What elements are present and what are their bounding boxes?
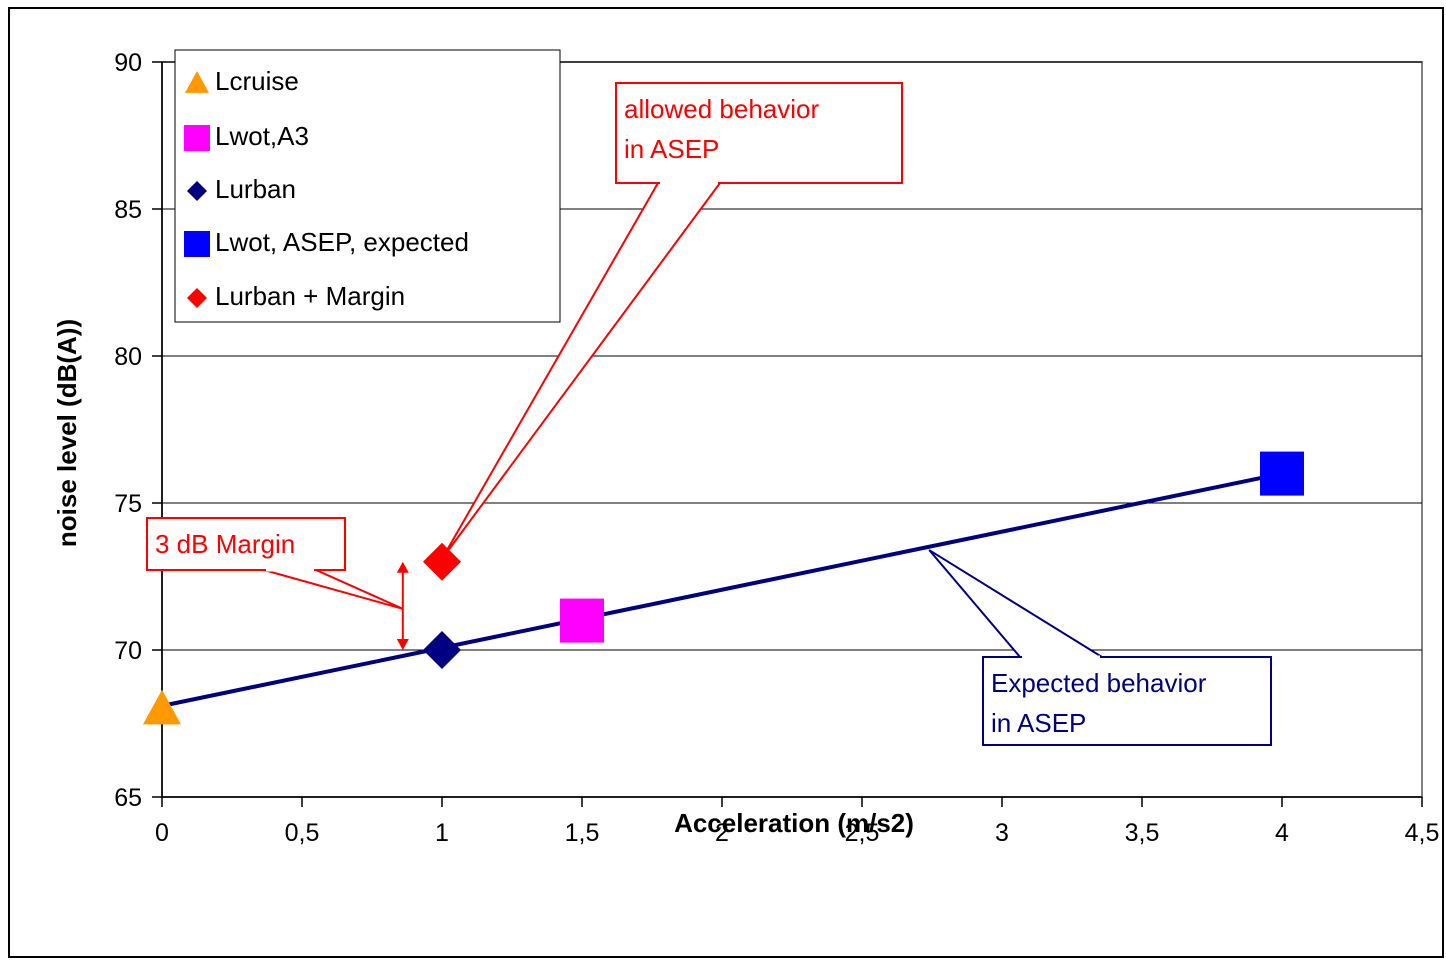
callout-text-allowed: in ASEP — [624, 134, 719, 164]
y-axis-title: noise level (dB(A)) — [52, 319, 82, 547]
x-tick-label: 0 — [155, 819, 169, 847]
x-tick-label: 2 — [715, 819, 729, 847]
y-tick-label: 80 — [114, 343, 142, 371]
legend-label: Lurban — [215, 174, 296, 204]
callout-box — [146, 517, 346, 571]
y-tick-label: 70 — [114, 637, 142, 665]
x-tick-label: 0,5 — [285, 819, 320, 847]
legend-marker — [185, 71, 209, 93]
margin-arrow-head — [396, 639, 409, 650]
data-point — [423, 631, 461, 669]
x-tick-label: 4 — [1275, 819, 1289, 847]
legend-marker — [187, 288, 207, 308]
data-point — [560, 598, 604, 643]
x-tick-label: 1 — [435, 819, 449, 847]
x-axis-title: Acceleration (m/s2) — [674, 808, 914, 838]
y-tick-label: 65 — [114, 784, 142, 812]
legend-label: Lwot, ASEP, expected — [215, 227, 469, 257]
y-tick-label: 90 — [114, 49, 142, 77]
callout-text-allowed: allowed behavior — [624, 94, 819, 124]
legend: Lcruise Lwot,A3 Lurban Lwot, ASEP, expected… — [174, 49, 561, 323]
callout-box — [615, 82, 903, 184]
callout-text-expected: in ASEP — [991, 708, 1086, 738]
trend-line — [161, 471, 1283, 708]
x-tick-label: 4,5 — [1405, 819, 1440, 847]
x-tick-label: 3,5 — [1125, 819, 1160, 847]
legend-marker — [184, 125, 210, 151]
y-tick-label: 85 — [114, 196, 142, 224]
callout-text-expected: Expected behavior — [991, 668, 1207, 698]
y-tick-label: 75 — [114, 490, 142, 518]
data-point — [423, 542, 461, 581]
legend-box — [174, 49, 561, 323]
legend-label: Lcruise — [215, 66, 299, 96]
legend-marker — [187, 181, 207, 201]
x-tick-label: 3 — [995, 819, 1009, 847]
data-point — [1260, 451, 1304, 496]
callout-box — [982, 656, 1272, 746]
annotation-layer: 3 dB Margin allowed behavior in ASEP Expect… — [146, 82, 1272, 746]
x-tick-label: 1,5 — [565, 819, 600, 847]
callout-text-margin: 3 dB Margin — [155, 529, 295, 559]
legend-label: Lurban + Margin — [215, 281, 405, 311]
margin-arrow-head — [396, 561, 409, 573]
data-point — [143, 689, 181, 725]
x-tick-label: 2,5 — [845, 819, 880, 847]
legend-label: Lwot,A3 — [215, 121, 309, 151]
legend-marker — [184, 231, 210, 257]
